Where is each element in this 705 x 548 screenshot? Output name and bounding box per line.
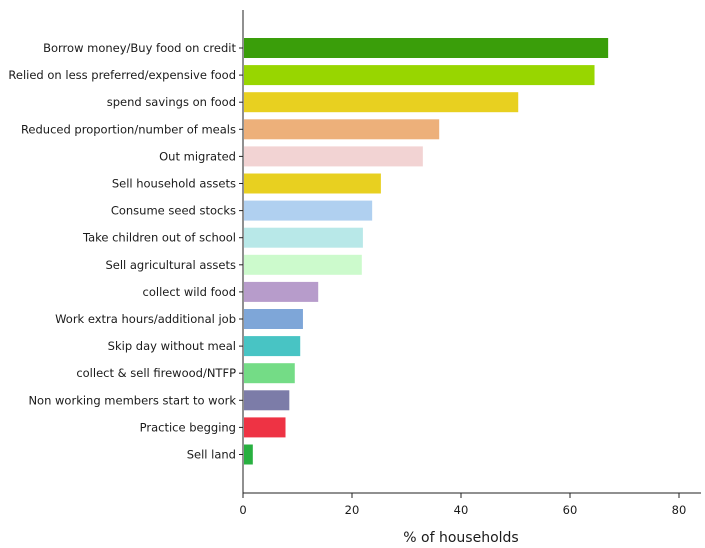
bar-6 [244, 173, 381, 194]
x-tick-label: 80 [672, 503, 687, 517]
axes-layer [239, 10, 701, 498]
bar-4 [244, 119, 440, 140]
x-axis-title: % of households [403, 530, 518, 544]
x-tick-label: 0 [239, 503, 246, 517]
category-label: Skip day without meal [108, 339, 236, 353]
category-label: Out migrated [159, 149, 236, 163]
category-label: Sell agricultural assets [105, 258, 236, 272]
category-label: Non working members start to work [28, 393, 236, 407]
bar-3 [244, 92, 519, 113]
x-tick-label: 60 [563, 503, 578, 517]
category-label: Practice begging [140, 420, 236, 434]
bar-13 [244, 363, 295, 384]
category-label: Work extra hours/additional job [55, 312, 236, 326]
x-tick-label: 20 [345, 503, 360, 517]
category-label: Consume seed stocks [111, 204, 236, 218]
bar-9 [244, 254, 362, 275]
bar-5 [244, 146, 423, 167]
category-label: Sell household assets [112, 177, 236, 191]
bar-2 [244, 65, 595, 86]
bar-14 [244, 390, 290, 411]
bar-1 [244, 38, 609, 58]
x-tick-label: 40 [454, 503, 469, 517]
bar-15 [244, 417, 286, 438]
category-label: Relied on less preferred/expensive food [8, 68, 236, 82]
category-label: Reduced proportion/number of meals [21, 122, 236, 136]
category-label: spend savings on food [107, 95, 236, 109]
bars-layer [244, 38, 609, 465]
category-label: collect & sell firewood/NTFP [76, 366, 236, 380]
category-label: Borrow money/Buy food on credit [43, 41, 236, 55]
category-label: Take children out of school [82, 231, 236, 245]
bar-8 [244, 227, 363, 248]
bar-12 [244, 336, 301, 357]
bar-11 [244, 309, 303, 329]
bar-16 [244, 444, 253, 465]
bar-10 [244, 281, 319, 302]
bar-7 [244, 200, 373, 221]
labels-layer: Borrow money/Buy food on credit Relied on… [8, 41, 686, 517]
category-label: collect wild food [143, 285, 236, 299]
category-label: Sell land [187, 448, 236, 462]
